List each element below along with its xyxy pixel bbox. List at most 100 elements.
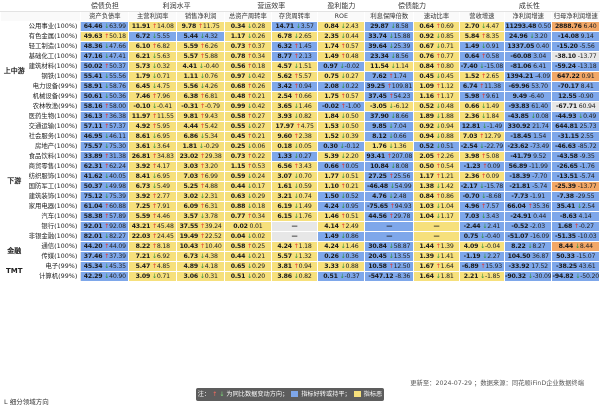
previous-value: 15.93: [485, 263, 503, 270]
previous-value: 0.08: [535, 113, 549, 120]
metric-cell: 7.03 ↓3.43: [458, 211, 505, 222]
table-row[interactable]: 家用电器(100%) 61.04 ↑60.88 7.25 ↑7.91 6.09 ↑6.…: [1, 201, 600, 212]
table-row[interactable]: 非银金融(100%) 82.01 ↓82.27 22.03 ↑24.45 19.49 …: [1, 231, 600, 242]
header-spacer: [0, 0, 82, 12]
metric-cell: 4.57 ↓1.51: [270, 61, 319, 72]
table-row[interactable]: 轻工制造(100%) 48.36 ↓47.66 6.10 ↑6.82 5.59 ↑6.…: [1, 41, 600, 52]
down-arrow-icon: ↓: [337, 63, 345, 70]
metric-cell: 1.75 ↑0.57: [317, 91, 366, 102]
metric-cell: 0.92 ↓0.94: [413, 121, 460, 132]
metric-cell: 3.06 ↓0.31: [176, 271, 226, 282]
column-header: 利息保障倍数: [364, 11, 415, 22]
previous-value: 25.56: [393, 173, 411, 180]
down-arrow-icon: ↓: [245, 233, 252, 240]
up-arrow-icon: ↑: [338, 93, 346, 100]
previous-value: 0.51: [345, 213, 359, 220]
current-value: 1394.21: [506, 73, 534, 80]
current-value: 39.25: [366, 83, 385, 90]
current-value: 4.24: [324, 243, 339, 250]
down-arrow-icon: ↓: [245, 203, 252, 210]
up-arrow-icon: ↑: [525, 203, 533, 210]
table-row[interactable]: 金融 通信(100%) 44.20 ↑44.09 8.22 ↑8.18 10.43 ↑1…: [0, 241, 600, 262]
down-arrow-icon: ↓: [245, 23, 252, 30]
current-value: 6.78: [277, 33, 292, 40]
table-row[interactable]: TMT 电子(99%) 45.34 ↓45.35 5.47 ↑4.85 4.89 ↓4.…: [0, 261, 600, 282]
current-value: -46.48: [367, 183, 388, 190]
current-value: -70.17: [557, 83, 579, 90]
previous-value: 0.66: [393, 133, 407, 140]
table-row[interactable]: 传媒(100%) 37.46 ↑37.39 7.21 ↓6.92 6.73 ↓4.38…: [1, 251, 600, 262]
table-row[interactable]: 下游 交通运输(100%) 57.11 ↑57.37 4.92 ↑5.95 4.44 ↑…: [0, 121, 600, 242]
table-row[interactable]: 基础化工(100%) 47.16 ↓47.41 6.21 ↓5.63 5.57 ↑5.…: [1, 51, 600, 62]
previous-value: 0.31: [204, 273, 218, 280]
previous-value: 2.48: [393, 193, 407, 200]
current-value: 1.52: [464, 73, 480, 80]
metric-cell: -21.81 -5.74: [503, 181, 553, 192]
current-value: 27.25: [368, 173, 387, 180]
previous-value: -6.40: [528, 93, 544, 100]
previous-value: 0.05: [298, 143, 312, 150]
industry-name: 银行(100%): [27, 221, 82, 232]
current-value: 2.21: [463, 273, 479, 280]
table-row[interactable]: 上中游 公用事业(100%) 64.46 ↓63.99 11.91 ↑14.08 9.7…: [0, 21, 600, 122]
metric-cell: 104.50 36.87: [503, 251, 553, 262]
table-row[interactable]: 建筑装饰(100%) 75.12 ↓75.39 3.92 ↑2.77 3.02 ↓2.…: [1, 191, 600, 202]
current-value: 0.67: [419, 43, 434, 50]
industry-name: 建筑装饰(100%): [27, 191, 82, 202]
table-row[interactable]: 计算机(99%) 42.29 ↓40.90 3.09 ↓0.71 3.06 ↓0.31…: [1, 271, 600, 282]
metric-cell: -31.15 2.55: [551, 131, 600, 142]
current-value: 1.39: [419, 253, 434, 260]
table-row[interactable]: 农林牧渔(99%) 58.16 ↑58.00 -0.10 ↓-0.41 -0.31 ↑…: [1, 101, 600, 112]
previous-value: 50.18: [109, 33, 126, 40]
metric-cell: 0.55 ↓0.27: [224, 121, 272, 132]
current-value: 50.61: [83, 93, 103, 100]
current-value: 1.33: [277, 153, 292, 160]
down-arrow-icon: ↓: [291, 63, 299, 70]
table-row[interactable]: 医药生物(100%) 36.13 ↑36.38 11.97 ↑11.55 9.81 ↑…: [1, 111, 600, 122]
previous-value: -13.18: [577, 63, 597, 70]
table-row[interactable]: 食品饮料(100%) 33.89 ↑31.38 26.81 ↑34.83 23.02 …: [1, 151, 600, 162]
current-value: 4.57: [277, 63, 292, 70]
previous-value: 94.93: [394, 203, 412, 210]
metric-cell: 37.46 ↑37.39: [80, 251, 130, 262]
previous-value: 0.36: [345, 253, 359, 260]
previous-value: 57.37: [109, 123, 126, 130]
current-value: 6.38: [183, 93, 199, 100]
up-arrow-icon: ↑: [102, 123, 110, 130]
down-arrow-icon: ↓: [150, 73, 157, 80]
current-value: 0.04: [230, 233, 246, 240]
table-row[interactable]: 有色金属(100%) 49.63 ↑50.18 6.72 ↓5.55 5.44 ↓4.…: [1, 31, 600, 42]
table-row[interactable]: 商贸零售(100%) 62.31 ↑62.24 3.92 ↑4.17 3.03 ↑3.…: [1, 161, 600, 172]
table-row[interactable]: 国防军工(100%) 50.37 ↓49.98 6.73 ↓5.49 5.25 ↑4.…: [1, 181, 600, 192]
metric-cell: -3.05 ↓-6.12: [364, 101, 415, 112]
table-row[interactable]: 机械设备(99%) 50.61 ↓50.36 7.46 ↑7.96 6.38 ↑6.8…: [1, 91, 600, 102]
table-row[interactable]: 纺织服饰(100%) 41.62 ↓40.05 8.41 ↓6.95 7.03 ↑6.…: [1, 171, 600, 182]
down-arrow-icon: ↓: [386, 193, 394, 200]
legend-direction-text: 为同比数据变动方向；: [226, 391, 289, 398]
current-value: -25.39: [554, 183, 576, 190]
current-value: 3.02: [183, 193, 199, 200]
metric-cell: 0.52 ↓0.51: [413, 141, 460, 152]
previous-value: -1.85: [484, 273, 500, 280]
table-row[interactable]: 建筑材料(100%) 50.02 ↑50.37 5.73 ↓0.32 4.41 ↓-0…: [1, 61, 600, 72]
down-arrow-icon: ↓: [245, 193, 252, 200]
up-arrow-icon: ↑: [150, 113, 158, 120]
current-value: 5.84: [464, 33, 480, 40]
previous-value: 5.42: [204, 123, 218, 130]
previous-value: 5.63: [156, 53, 170, 60]
table-row[interactable]: 银行(100%) 92.01 ↑92.08 43.21 ↑45.48 37.55 ↑3…: [1, 221, 600, 232]
table-row[interactable]: 社会服务(100%) 46.95 ↓46.11 8.61 ↓6.95 6.86 ↓5.…: [1, 131, 600, 142]
previous-value: 0.42: [251, 73, 265, 80]
previous-value: 8.66: [395, 113, 409, 120]
metric-cell: 33.89 ↑31.38: [80, 151, 130, 162]
metric-cell: 6.73 ↓4.38: [176, 251, 226, 262]
previous-value: -15.78: [484, 183, 504, 190]
table-row[interactable]: 钢铁(100%) 55.41 ↓55.56 1.79 ↓0.71 1.11 ↓0.76…: [1, 71, 600, 82]
down-arrow-icon: ↓: [197, 73, 205, 80]
previous-value: 57.89: [109, 213, 126, 220]
metric-cell: 1.67 ↑1.64: [413, 261, 460, 272]
table-row[interactable]: 房地产(100%) 75.57 ↓75.30 3.61 ↓3.64 1.81 ↓-0.…: [1, 141, 600, 152]
table-row[interactable]: 汽车(100%) 58.38 ↑57.89 5.59 ↑4.46 3.57 ↓3.78…: [1, 211, 600, 222]
table-row[interactable]: 电力设备(99%) 58.91 ↓58.76 6.45 ↓4.75 5.56 ↓4.2…: [1, 81, 600, 92]
current-value: 2.70: [464, 23, 480, 30]
